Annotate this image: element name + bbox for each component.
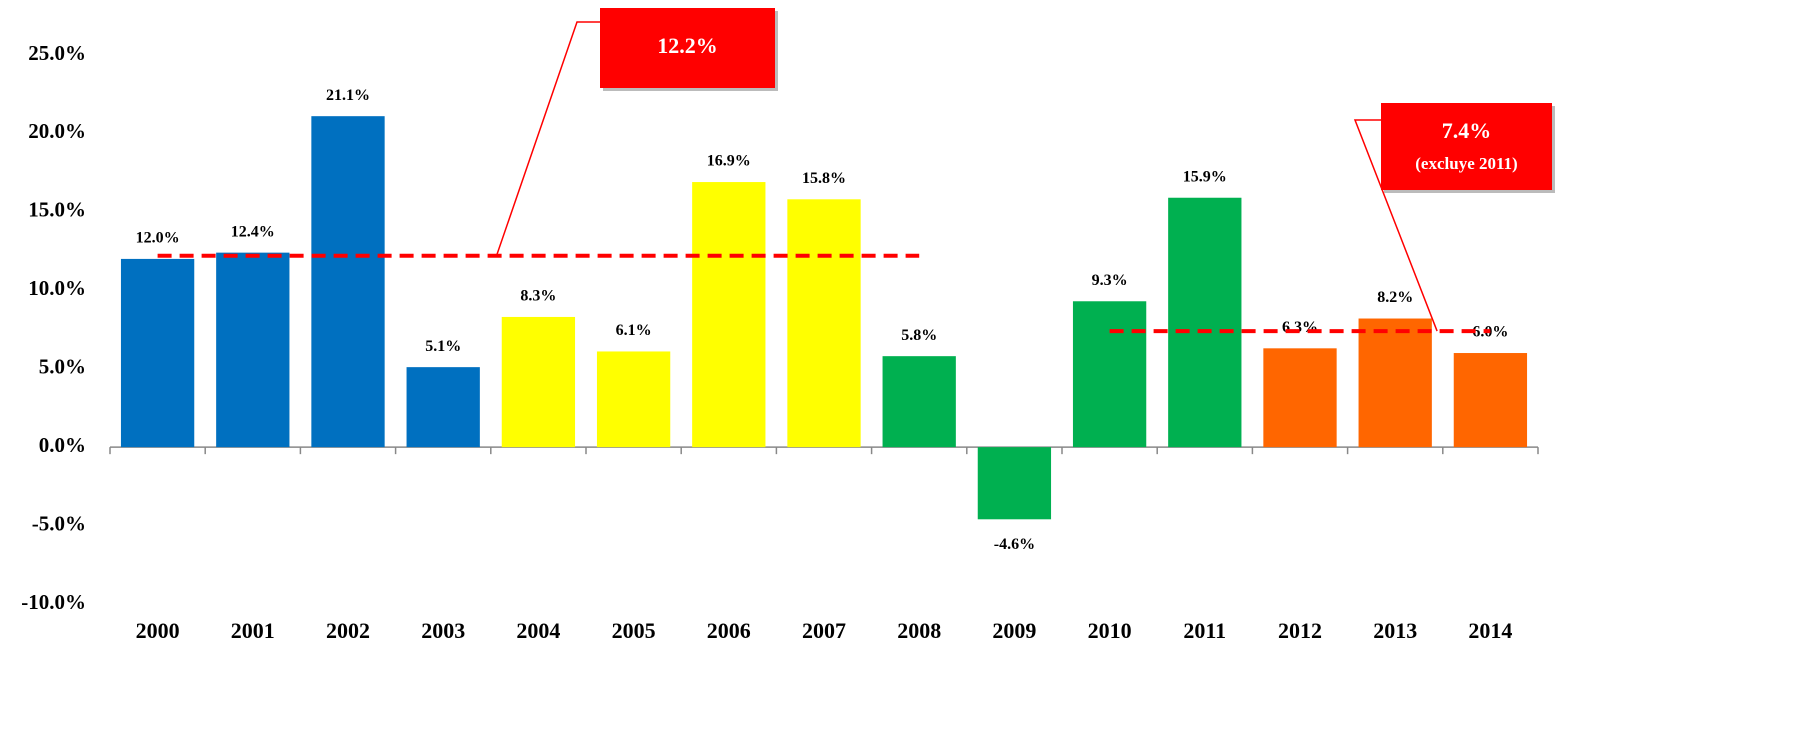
bar <box>1263 348 1337 448</box>
value-label: 8.2% <box>1377 289 1413 306</box>
bar <box>501 316 576 448</box>
value-label: 5.1% <box>425 338 461 355</box>
x-tick-label: 2007 <box>802 618 846 643</box>
y-tick-label: 0.0% <box>39 433 86 457</box>
x-tick-label: 2005 <box>612 618 656 643</box>
x-tick-label: 2001 <box>231 618 275 643</box>
bar <box>1168 197 1242 448</box>
y-tick-label: 5.0% <box>39 355 86 379</box>
x-tick-label: 2013 <box>1373 618 1417 643</box>
x-tick-label: 2008 <box>897 618 941 643</box>
bar <box>216 252 290 448</box>
bar <box>311 116 385 448</box>
bar <box>596 351 671 448</box>
x-tick-label: 2004 <box>516 618 560 643</box>
y-tick-label: -5.0% <box>32 511 86 535</box>
x-tick-label: 2009 <box>992 618 1036 643</box>
value-label: 16.9% <box>707 153 751 170</box>
value-label: 21.1% <box>326 87 370 104</box>
callout-box <box>600 8 775 88</box>
bar <box>882 356 956 448</box>
y-tick-label: 20.0% <box>28 119 86 143</box>
x-tick-label: 2000 <box>136 618 180 643</box>
value-label: 15.8% <box>802 170 846 187</box>
x-tick-label: 2012 <box>1278 618 1322 643</box>
value-label: 12.0% <box>136 230 180 247</box>
x-tick-label: 2014 <box>1468 618 1512 643</box>
bar <box>1453 353 1528 448</box>
x-tick-label: 2006 <box>707 618 751 643</box>
value-label: 6.3% <box>1282 319 1318 336</box>
callout-note: (excluye 2011) <box>1415 154 1517 173</box>
callout-leader <box>1353 119 1438 332</box>
value-label: 12.4% <box>231 223 275 240</box>
bar <box>692 182 766 448</box>
x-tick-label: 2010 <box>1088 618 1132 643</box>
bar <box>406 367 480 448</box>
x-tick-label: 2011 <box>1183 618 1226 643</box>
bar <box>977 447 1052 520</box>
value-label: 9.3% <box>1092 272 1128 289</box>
callout-label: 12.2% <box>657 33 718 58</box>
y-tick-label: -10.0% <box>21 590 86 614</box>
y-tick-label: 15.0% <box>28 198 86 222</box>
bar <box>1358 318 1432 448</box>
value-label: 8.3% <box>520 288 556 305</box>
x-tick-label: 2002 <box>326 618 370 643</box>
callout-leader <box>495 21 600 257</box>
value-label: 6.1% <box>616 322 652 339</box>
bar <box>787 199 861 448</box>
value-label: 5.8% <box>901 327 937 344</box>
callout-label: 7.4% <box>1442 118 1492 143</box>
bar <box>120 258 195 448</box>
callout-box <box>1381 103 1552 190</box>
x-tick-label: 2003 <box>421 618 465 643</box>
value-label: -4.6% <box>994 536 1035 553</box>
y-tick-label: 25.0% <box>28 41 86 65</box>
y-tick-label: 10.0% <box>28 276 86 300</box>
bar <box>1072 301 1147 448</box>
value-label: 15.9% <box>1183 168 1227 185</box>
